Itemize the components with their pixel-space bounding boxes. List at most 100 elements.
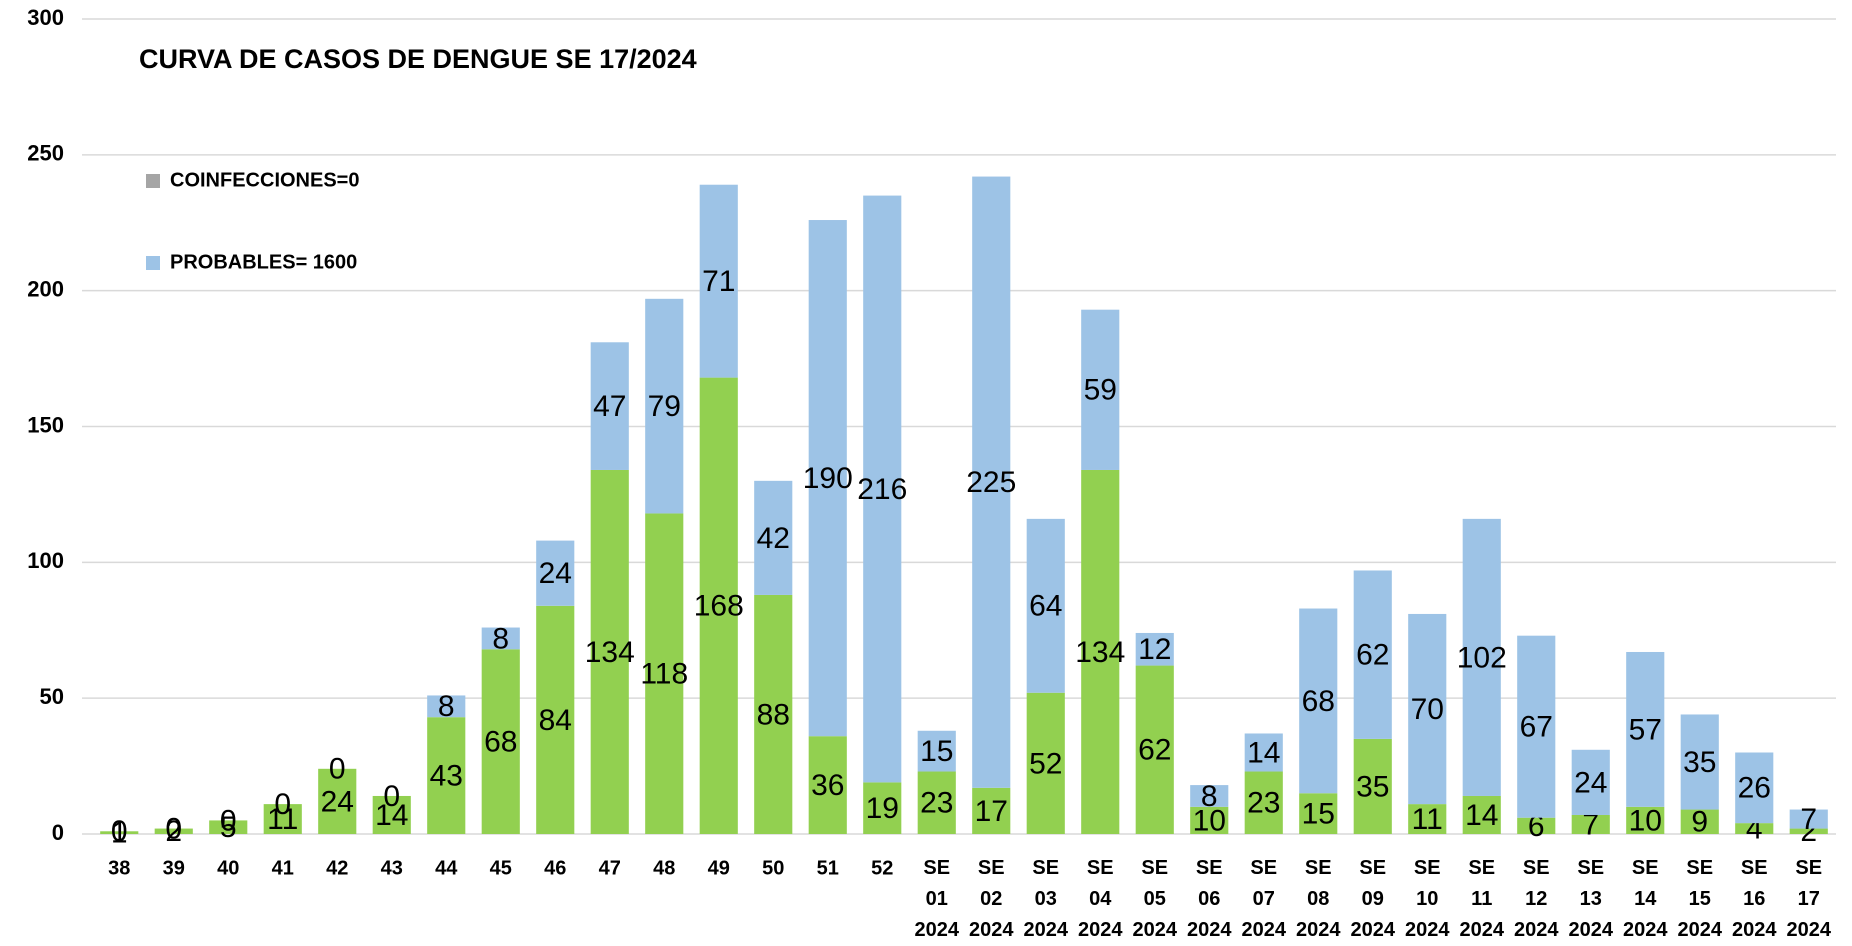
data-label: 59 bbox=[1084, 374, 1117, 407]
bar-segment bbox=[645, 513, 684, 834]
x-tick-label: SE 16 2024 bbox=[1732, 857, 1777, 941]
x-tick-line: 05 bbox=[1144, 888, 1166, 910]
x-tick-line: SE bbox=[1141, 857, 1168, 879]
x-tick-label: 38 bbox=[108, 857, 130, 879]
x-tick-line: SE bbox=[1250, 857, 1277, 879]
data-label: 0 bbox=[383, 780, 400, 813]
bar-segment bbox=[427, 695, 466, 718]
data-label: 71 bbox=[702, 265, 735, 298]
data-label: 14 bbox=[1247, 736, 1280, 769]
bar-segment bbox=[263, 804, 302, 834]
x-tick-label: 41 bbox=[272, 857, 294, 879]
x-tick-label: SE 06 2024 bbox=[1187, 857, 1232, 941]
bar-segment bbox=[1299, 608, 1338, 794]
bar-segment bbox=[1735, 752, 1774, 824]
x-tick-line: 2024 bbox=[1623, 919, 1668, 941]
y-tick-label: 0 bbox=[52, 820, 64, 845]
x-tick-line: 11 bbox=[1471, 888, 1492, 910]
bar-segment bbox=[1680, 809, 1719, 834]
x-tick-line: 03 bbox=[1035, 888, 1057, 910]
bar-segment bbox=[1026, 518, 1065, 693]
bar-segment bbox=[1135, 632, 1174, 666]
y-tick-label: 250 bbox=[27, 141, 64, 166]
bar-segment bbox=[699, 184, 738, 378]
x-tick-line: 2024 bbox=[1351, 919, 1396, 941]
data-label: 7 bbox=[1582, 808, 1599, 841]
bar-segment bbox=[699, 377, 738, 834]
bar-segment bbox=[1462, 518, 1501, 796]
x-tick-label: 42 bbox=[326, 857, 348, 879]
bar-segment bbox=[481, 627, 520, 650]
chart-title: CURVA DE CASOS DE DENGUE SE 17/2024 bbox=[139, 44, 697, 74]
legend-swatch bbox=[146, 174, 160, 188]
data-label: 216 bbox=[857, 473, 907, 506]
x-tick-label: 46 bbox=[544, 857, 566, 879]
y-tick-label: 100 bbox=[27, 548, 64, 573]
bar-segment bbox=[1735, 823, 1774, 834]
x-tick-line: 01 bbox=[926, 888, 948, 910]
x-tick-line: SE bbox=[1359, 857, 1386, 879]
data-label: 11 bbox=[267, 803, 298, 836]
x-tick-label: 39 bbox=[163, 857, 185, 879]
bar-segment bbox=[1571, 814, 1610, 834]
data-label: 36 bbox=[811, 769, 844, 802]
x-tick-label: 48 bbox=[653, 857, 675, 879]
bar-segment bbox=[536, 605, 575, 834]
data-label: 62 bbox=[1138, 734, 1171, 767]
bar-segment bbox=[590, 342, 629, 470]
x-tick-line: SE bbox=[1196, 857, 1223, 879]
data-label: 52 bbox=[1029, 747, 1062, 780]
x-tick-line: 10 bbox=[1416, 888, 1438, 910]
x-tick-line: SE bbox=[1795, 857, 1822, 879]
data-label: 15 bbox=[920, 735, 953, 768]
bar-segment bbox=[1244, 771, 1283, 834]
data-label: 67 bbox=[1520, 711, 1553, 744]
bar-segment bbox=[645, 298, 684, 514]
x-tick-label: SE 13 2024 bbox=[1569, 857, 1614, 941]
bar-segment bbox=[808, 736, 847, 834]
data-label: 9 bbox=[1691, 806, 1708, 839]
x-tick-line: 2024 bbox=[1732, 919, 1777, 941]
x-tick-line: 2024 bbox=[1024, 919, 1069, 941]
bar-segment bbox=[536, 540, 575, 606]
bar-segment bbox=[1680, 714, 1719, 810]
data-label: 225 bbox=[966, 466, 1016, 499]
bar-segment bbox=[808, 220, 847, 737]
x-tick-label: 50 bbox=[762, 857, 784, 879]
y-tick-label: 300 bbox=[27, 5, 64, 30]
x-tick-line: 2024 bbox=[969, 919, 1014, 941]
x-tick-label: SE 10 2024 bbox=[1405, 857, 1450, 941]
data-label: 134 bbox=[1075, 636, 1125, 669]
data-label: 0 bbox=[274, 788, 291, 821]
legend-swatch bbox=[146, 256, 160, 270]
bar-segment bbox=[917, 730, 956, 772]
x-tick-line: 16 bbox=[1743, 888, 1765, 910]
data-label: 70 bbox=[1411, 693, 1444, 726]
x-tick-line: 2024 bbox=[1296, 919, 1341, 941]
data-label: 23 bbox=[920, 787, 953, 820]
x-tick-line: 08 bbox=[1307, 888, 1329, 910]
x-tick-line: 14 bbox=[1634, 888, 1657, 910]
y-tick-label: 50 bbox=[40, 684, 64, 709]
bar-segment bbox=[481, 649, 520, 834]
bar-segment bbox=[1408, 804, 1447, 834]
x-tick-line: 2024 bbox=[1460, 919, 1505, 941]
data-label: 12 bbox=[1138, 633, 1171, 666]
data-label: 23 bbox=[1247, 787, 1280, 820]
data-label: 190 bbox=[803, 462, 853, 495]
data-label: 11 bbox=[1412, 803, 1443, 836]
x-tick-label: SE 03 2024 bbox=[1024, 857, 1069, 941]
x-tick-line: SE bbox=[1087, 857, 1114, 879]
x-tick-line: 09 bbox=[1362, 888, 1384, 910]
data-label: 10 bbox=[1629, 804, 1662, 837]
data-label: 8 bbox=[492, 622, 509, 655]
x-tick-line: 2024 bbox=[1514, 919, 1559, 941]
data-label: 8 bbox=[438, 690, 455, 723]
x-tick-line: SE bbox=[1305, 857, 1332, 879]
x-tick-line: 2024 bbox=[915, 919, 960, 941]
bar-segment bbox=[427, 717, 466, 834]
bar-segment bbox=[318, 768, 357, 834]
data-label: 68 bbox=[484, 726, 517, 759]
data-label: 19 bbox=[866, 792, 899, 825]
x-tick-label: SE 07 2024 bbox=[1242, 857, 1287, 941]
